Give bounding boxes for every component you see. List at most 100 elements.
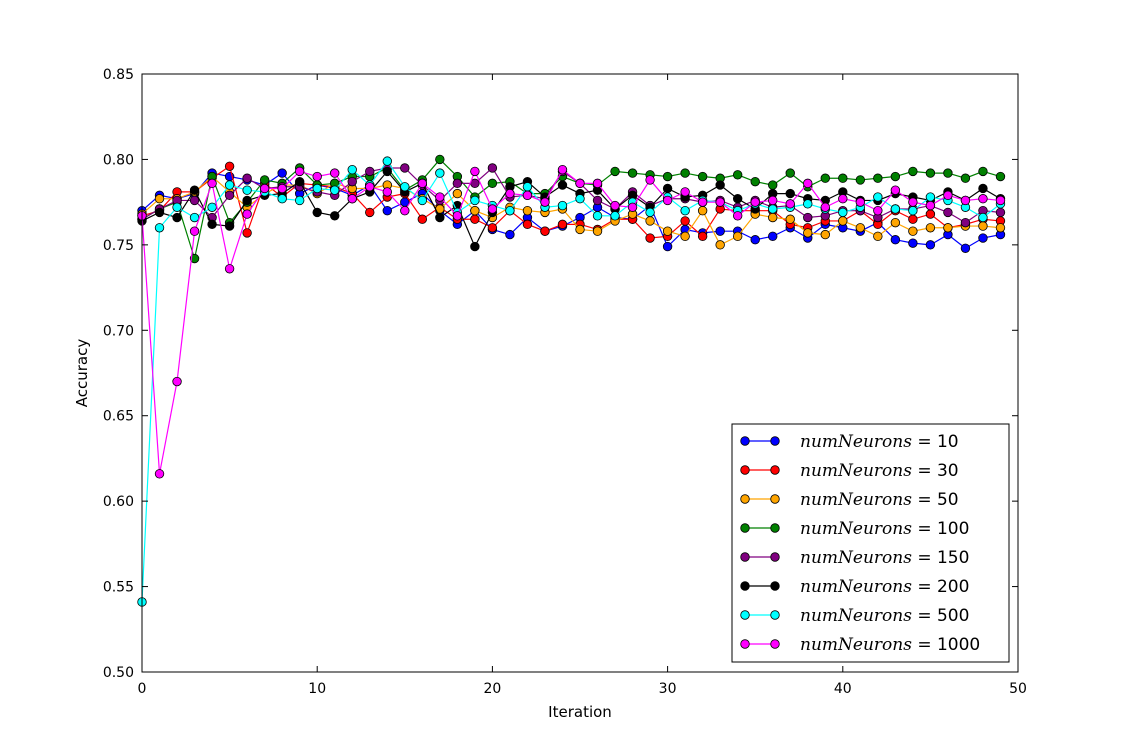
data-point-10 — [505, 229, 515, 240]
data-point-150 — [592, 195, 603, 206]
data-point-1000 — [925, 200, 936, 211]
y-tick-label: 0.75 — [103, 238, 134, 254]
plot-frame — [141, 73, 1019, 673]
data-point-200 — [224, 221, 235, 231]
data-point-200 — [312, 207, 322, 218]
legend-variable: numNeurons — [800, 577, 912, 597]
data-point-1000 — [750, 197, 760, 207]
data-point-10 — [908, 238, 918, 248]
data-point-200 — [207, 219, 217, 230]
legend-marker — [770, 465, 780, 475]
data-point-1000 — [522, 190, 533, 201]
y-tick-label: 0.65 — [103, 409, 134, 425]
series-1000 — [137, 164, 1006, 479]
data-point-500 — [207, 202, 217, 212]
legend-label: numNeurons = 10 — [800, 432, 959, 452]
legend-label: numNeurons = 1000 — [800, 635, 980, 655]
data-point-50 — [522, 205, 533, 216]
data-point-500 — [890, 204, 901, 214]
data-point-150 — [803, 212, 813, 223]
data-point-200 — [715, 180, 725, 190]
data-point-50 — [592, 226, 603, 236]
data-point-1000 — [943, 190, 953, 201]
data-point-50 — [908, 226, 918, 236]
data-point-200 — [978, 183, 988, 194]
legend-item-150: numNeurons = 150 — [740, 548, 969, 568]
data-point-500 — [768, 204, 778, 214]
data-point-50 — [680, 231, 690, 242]
data-point-50 — [855, 223, 866, 233]
data-point-500 — [908, 205, 918, 216]
legend-label: numNeurons = 30 — [800, 461, 959, 481]
data-point-1000 — [400, 205, 410, 216]
legend-variable: numNeurons — [800, 519, 912, 539]
x-tick-label: 50 — [1009, 681, 1027, 697]
data-point-1000 — [697, 197, 708, 207]
legend-marker — [740, 465, 750, 475]
legend-item-500: numNeurons = 500 — [740, 606, 969, 626]
data-point-100 — [732, 170, 743, 180]
data-point-150 — [242, 173, 252, 183]
data-point-1000 — [820, 202, 830, 212]
data-point-500 — [610, 211, 620, 221]
legend-marker — [740, 494, 750, 504]
data-point-1000 — [873, 205, 883, 216]
data-point-200 — [242, 195, 252, 206]
data-point-500 — [557, 200, 568, 211]
data-point-30 — [487, 223, 498, 233]
data-point-100 — [890, 171, 901, 182]
data-point-500 — [522, 182, 533, 192]
data-point-1000 — [715, 197, 725, 207]
data-point-1000 — [312, 171, 322, 182]
data-point-1000 — [768, 195, 778, 206]
data-point-30 — [908, 214, 918, 224]
x-tick-label: 0 — [138, 681, 147, 697]
data-point-30 — [557, 219, 568, 230]
data-point-200 — [382, 166, 392, 177]
data-point-200 — [189, 185, 200, 195]
data-point-30 — [470, 214, 480, 224]
data-point-1000 — [294, 166, 305, 177]
data-point-100 — [189, 253, 200, 264]
data-point-1000 — [732, 211, 743, 221]
legend-box — [731, 423, 1010, 663]
data-point-100 — [960, 173, 971, 183]
data-point-100 — [259, 175, 270, 185]
y-tick-label: 0.85 — [103, 67, 134, 83]
data-point-10 — [662, 241, 673, 252]
data-point-100 — [487, 178, 498, 189]
legend-marker — [770, 639, 780, 649]
data-point-1000 — [505, 188, 515, 199]
data-point-1000 — [662, 195, 673, 206]
legend-marker — [770, 436, 780, 446]
data-point-150 — [452, 178, 463, 189]
data-point-150 — [487, 163, 498, 173]
data-point-500 — [592, 211, 603, 221]
legend-item-50: numNeurons = 50 — [740, 490, 959, 510]
data-point-500 — [838, 207, 848, 218]
data-point-30 — [645, 233, 655, 243]
data-point-100 — [873, 173, 883, 183]
data-point-50 — [820, 229, 830, 240]
data-point-500 — [470, 195, 480, 206]
data-point-500 — [224, 180, 235, 190]
data-point-100 — [697, 171, 708, 182]
legend-label: numNeurons = 150 — [800, 548, 969, 568]
legend-label: numNeurons = 100 — [800, 519, 969, 539]
data-point-500 — [277, 194, 287, 204]
data-point-10 — [925, 240, 936, 250]
legend-item-30: numNeurons = 30 — [740, 461, 959, 481]
data-point-50 — [732, 231, 743, 242]
data-point-100 — [610, 166, 620, 177]
data-point-50 — [943, 223, 953, 233]
legend-item-200: numNeurons = 200 — [740, 577, 969, 597]
data-point-1000 — [330, 168, 340, 178]
data-point-1000 — [365, 182, 375, 192]
data-point-200 — [557, 180, 568, 190]
data-point-500 — [873, 192, 883, 202]
legend-label: numNeurons = 200 — [800, 577, 969, 597]
data-point-10 — [890, 235, 901, 245]
data-point-200 — [330, 211, 340, 221]
data-point-100 — [750, 176, 760, 187]
